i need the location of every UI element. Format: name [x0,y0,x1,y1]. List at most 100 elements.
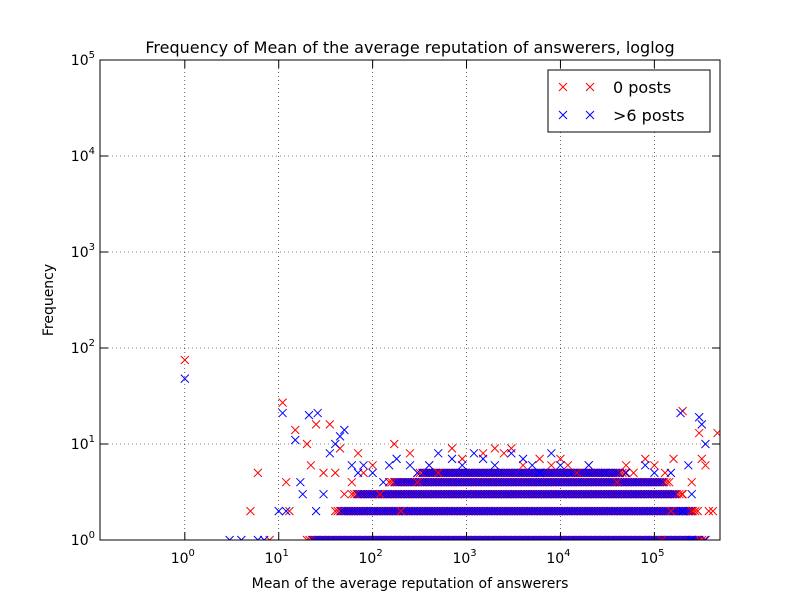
data-point [424,460,434,470]
y-tick-label: 102 [71,338,95,357]
data-point [325,448,335,458]
x-tick-label: 104 [546,548,570,567]
data-point [281,477,291,487]
x-tick-label: 101 [265,548,289,567]
data-point [566,468,576,478]
x-tick-label: 102 [359,548,383,567]
data-point [433,448,443,458]
data-point [666,468,676,478]
data-point [535,468,544,478]
data-point [687,489,697,499]
data-point [518,454,528,464]
y-tick-label: 100 [71,530,95,549]
data-point [278,398,287,407]
data-point [584,460,594,470]
x-tick-label: 100 [171,548,195,567]
data-point [701,439,710,449]
data-point [621,468,631,478]
data-point [457,460,467,470]
data-point [650,460,659,470]
band-point-0-posts [697,535,707,540]
data-point [600,468,610,478]
data-point [405,448,415,458]
data-point [640,460,650,470]
data-point [253,468,263,478]
data-point [375,489,385,499]
data-point [278,408,287,418]
data-point [389,439,399,449]
data-point [311,420,321,429]
data-point [701,460,710,470]
data-point [325,420,335,429]
data-point [253,535,263,540]
data-point [236,535,246,540]
data-point [246,506,255,516]
data-point [396,506,406,516]
data-point [304,410,314,420]
data-point [378,477,388,487]
x-tick-label: 105 [640,548,664,567]
series-0-posts [180,355,720,540]
data-point [306,460,316,470]
data-point [225,535,234,540]
data-point [290,435,300,445]
data-point [697,454,707,464]
data-point [447,444,457,453]
legend-marker [558,110,568,120]
data-point [340,425,349,435]
chart-title: Frequency of Mean of the average reputat… [145,38,674,57]
x-axis-label: Mean of the average reputation of answer… [252,576,569,592]
data-point [563,460,573,470]
data-point [330,439,340,449]
data-point [319,468,328,478]
band-point-gt6-posts [614,468,623,478]
legend-item: >6 posts [558,106,685,125]
series-gt6-posts [180,374,710,540]
data-point [678,506,687,516]
data-point [281,506,291,516]
band-point-0-posts [677,489,687,499]
data-point [368,468,377,478]
data-point [490,444,500,453]
data-point [687,535,697,540]
data-point [180,355,190,365]
data-point [506,448,516,458]
data-point [302,439,312,449]
legend: 0 posts >6 posts [547,69,711,133]
y-tick-label: 104 [71,146,95,165]
data-point [556,454,565,464]
data-point [347,460,357,470]
band-point-gt6-posts [668,489,678,499]
data-point [640,454,650,464]
plot-frame [99,59,721,541]
data-point [469,448,479,458]
data-point [433,468,443,478]
data-point [296,477,305,487]
data-point [340,489,349,499]
axis-ticks: 100 101 102 103 104 105 100 101 102 103 104 105 [71,50,720,567]
data-point [413,468,422,478]
dense-band-gt6-posts [308,468,703,540]
data-point [629,468,638,478]
band-point-0-posts [664,477,674,487]
data-point [353,468,363,478]
band-point-gt6-posts [691,535,700,540]
data-point [330,468,340,478]
data-point [676,408,685,418]
data-point [368,460,377,470]
data-point [285,506,294,516]
legend-marker [585,82,595,92]
data-point [694,412,704,422]
legend-marker [585,110,595,120]
data-point [708,506,718,516]
band-point-gt6-posts [655,477,665,487]
data-point [392,454,401,464]
band-point-0-posts [662,477,672,487]
data-point [650,468,659,478]
data-point [666,506,676,516]
data-point [457,454,467,464]
data-point [298,489,308,499]
data-point [274,506,284,516]
band-point-0-posts [618,468,627,478]
